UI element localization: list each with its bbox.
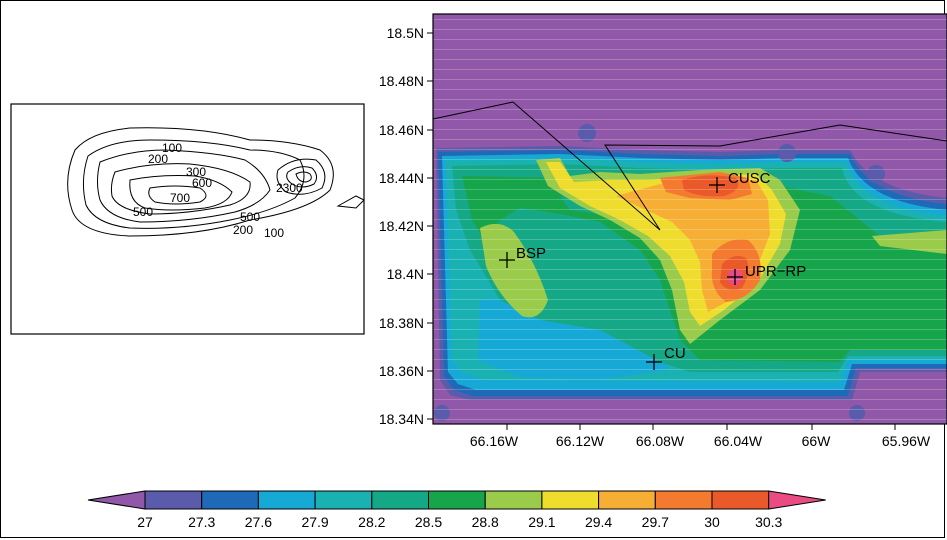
- colorbar-label: 27.9: [301, 514, 328, 530]
- colorbar-segment: [144, 490, 203, 510]
- colorbar-segment: [484, 490, 543, 510]
- boundary-line: [433, 101, 947, 231]
- lat-tick-label: 18.36N: [379, 363, 424, 379]
- lon-tick-label: 65.96W: [882, 433, 931, 449]
- stripe-overlay: [433, 14, 947, 424]
- colorbar-label: 28.8: [472, 514, 499, 530]
- colorbar-label: 28.5: [415, 514, 442, 530]
- contour-label: 700: [170, 191, 190, 205]
- lat-tick-label: 18.38N: [379, 315, 424, 331]
- contour-label: 200: [233, 223, 253, 237]
- contour-label: 500: [133, 205, 153, 219]
- colorbar-segment: [428, 490, 486, 510]
- colorbar-label: 30.3: [755, 514, 782, 530]
- colorbar-label: 27.6: [245, 514, 272, 530]
- lat-tick-label: 18.42N: [379, 218, 424, 234]
- station-label-bsp: BSP: [516, 245, 546, 262]
- contour-label: 2300: [276, 181, 303, 195]
- lat-tick-label: 18.44N: [379, 170, 424, 186]
- temperature-map: [433, 14, 947, 424]
- colorbar-segment: [711, 490, 770, 510]
- lon-tick-label: 66.16W: [470, 433, 519, 449]
- lon-tick-label: 66.08W: [636, 433, 685, 449]
- colorbar-label: 27.3: [188, 514, 215, 530]
- station-markers: [499, 177, 743, 370]
- colorbar-label: 29.4: [585, 514, 612, 530]
- contour-label: 500: [240, 210, 260, 224]
- inset-contour-labels: 100 200 300 600 700 500 500 200 100 2300: [133, 141, 303, 240]
- colorbar-label: 27: [137, 514, 153, 530]
- lat-tick-label: 18.5N: [387, 25, 424, 41]
- station-label-cusc: CUSC: [728, 170, 771, 187]
- station-label-upr-rp: UPR−RP: [745, 263, 806, 280]
- lon-tick-label: 66.04W: [714, 433, 763, 449]
- contour-label: 300: [186, 165, 206, 179]
- colorbar-label: 28.2: [358, 514, 385, 530]
- contour-label: 100: [162, 141, 182, 155]
- inset-topography-map: 100 200 300 600 700 500 500 200 100 2300: [10, 103, 365, 335]
- latitude-axis: 18.5N 18.48N 18.46N 18.44N 18.42N 18.4N …: [379, 25, 433, 427]
- lon-tick-label: 66.12W: [556, 433, 605, 449]
- colorbar-segment: [371, 490, 429, 510]
- colorbar-label: 30: [704, 514, 720, 530]
- colorbar-segment: [201, 490, 259, 510]
- colorbar-label: 29.1: [528, 514, 555, 530]
- lat-tick-label: 18.4N: [387, 266, 424, 282]
- colorbar-arrow-left: [87, 490, 146, 510]
- longitude-axis: 66.16W 66.12W 66.08W 66.04W 66W 65.96W: [470, 424, 931, 449]
- contour-label: 600: [192, 176, 212, 190]
- station-labels: CUSC BSP UPR−RP CU: [516, 170, 806, 362]
- colorbar-label: 29.7: [642, 514, 669, 530]
- station-marker-upr-rp: [727, 269, 743, 285]
- colorbar-segment: [598, 490, 656, 510]
- contour-label: 100: [264, 226, 284, 240]
- lat-tick-label: 18.46N: [379, 122, 424, 138]
- inset-border: [10, 103, 365, 335]
- colorbar-arrow-right: [768, 490, 826, 510]
- colorbar-segment: [541, 490, 600, 510]
- lat-tick-label: 18.48N: [379, 73, 424, 89]
- lon-tick-label: 66W: [802, 433, 832, 449]
- colorbar-segment: [654, 490, 713, 510]
- station-marker-cu: [646, 354, 662, 370]
- lat-tick-label: 18.34N: [379, 411, 424, 427]
- station-marker-bsp: [499, 252, 515, 268]
- station-label-cu: CU: [664, 345, 686, 362]
- colorbar: 27 27.3 27.6 27.9 28.2 28.5 28.8 29.1 29.4 29.7 30…: [87, 490, 826, 530]
- contour-label: 200: [148, 152, 168, 166]
- colorbar-segment: [314, 490, 373, 510]
- colorbar-segment: [257, 490, 316, 510]
- map-border: [432, 13, 947, 425]
- inset-contours: [67, 127, 365, 237]
- station-marker-cusc: [709, 177, 725, 193]
